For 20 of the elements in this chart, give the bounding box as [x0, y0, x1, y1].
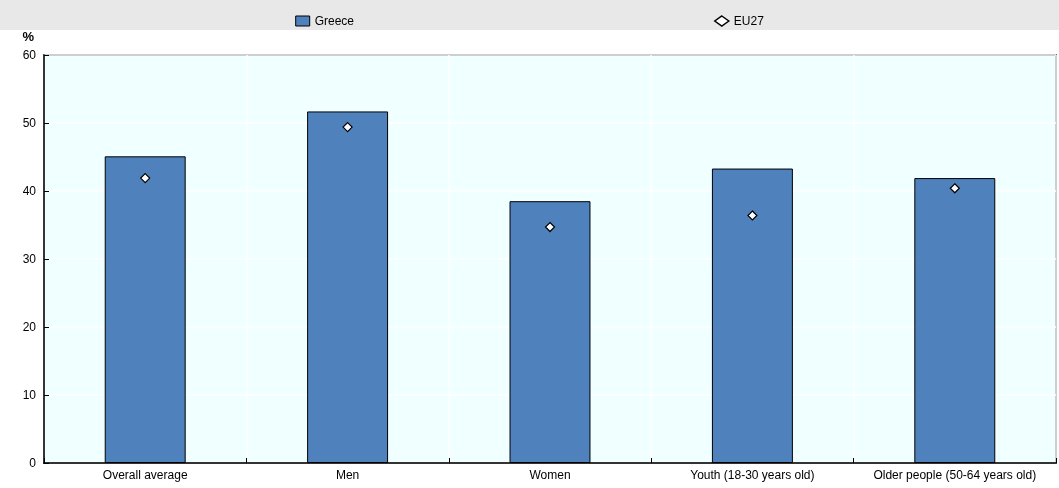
legend-label: Greece: [314, 14, 355, 28]
x-tick-label: Overall average: [102, 468, 188, 482]
point: [949, 183, 960, 194]
y-tick-label: 40: [22, 184, 37, 198]
y-axis-title: %: [22, 29, 35, 44]
x-tick-label: Youth (18-30 years old): [690, 468, 815, 482]
point: [544, 221, 556, 233]
y-tick-label: 0: [29, 456, 37, 470]
point: [747, 210, 758, 221]
x-tick-label: Women: [529, 468, 571, 482]
x-tick-label: Older people (50-64 years old): [873, 468, 1037, 482]
x-tick-label: Men: [335, 468, 360, 482]
y-tick-label: 20: [22, 320, 37, 334]
point: [342, 121, 353, 133]
y-tick-label: 60: [22, 48, 37, 62]
legend-label: EU27: [733, 14, 765, 28]
y-tick-label: 10: [22, 388, 37, 402]
y-tick-label: 50: [22, 116, 37, 130]
point: [140, 172, 151, 184]
y-tick-label: 30: [22, 252, 37, 266]
